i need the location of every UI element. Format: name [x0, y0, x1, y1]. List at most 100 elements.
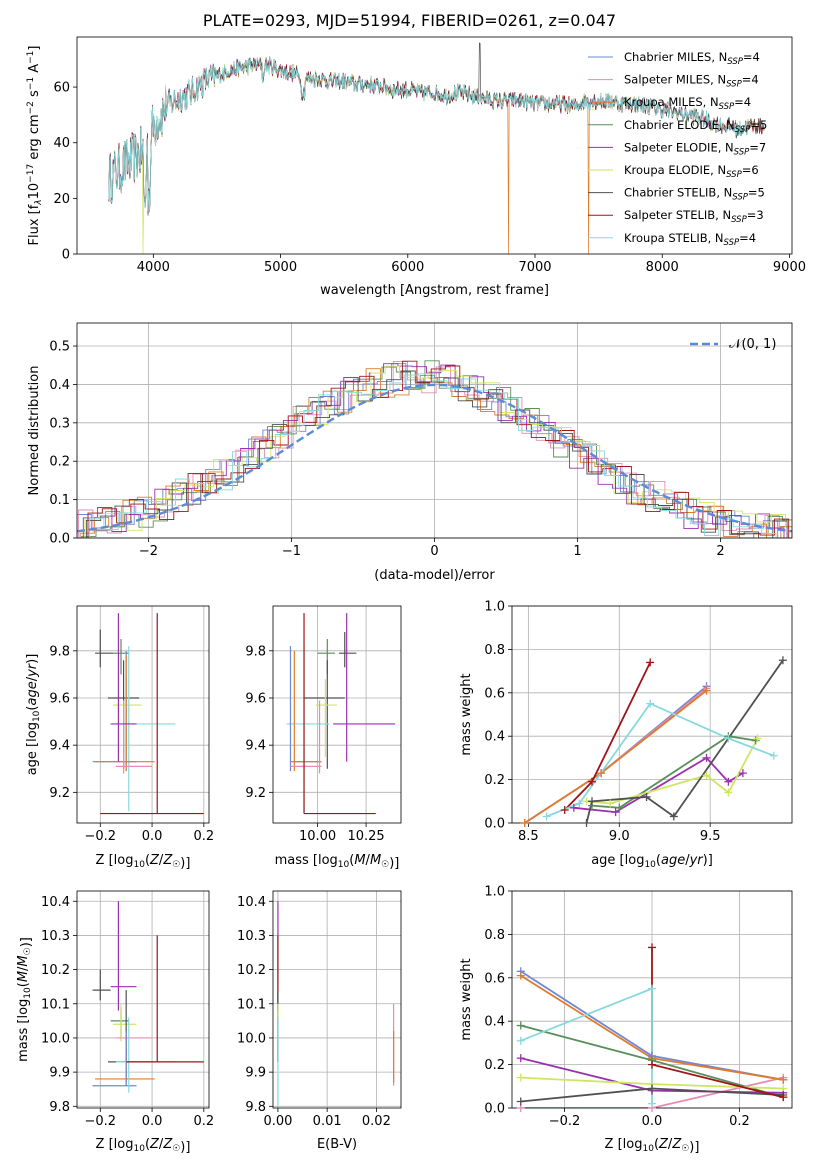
axes-age_vs_Z: −0.2 0.0 0.2 9.2 9.4 9.6 9.8 Z [log10(Z/Z☉)] age… [25, 605, 214, 871]
y-tick-label: 0.0 [49, 532, 70, 547]
plot-area-age_vs_Z [92, 613, 204, 815]
marker-sa_elodie [516, 1054, 525, 1063]
y-tick-label: 9.8 [245, 1100, 266, 1115]
y-tick-label: 10.4 [41, 895, 70, 910]
y-tick-label: 1.0 [484, 600, 505, 615]
y-tick-label: 9.6 [245, 691, 266, 706]
plot-area-spectrum [108, 42, 765, 254]
x-tick-label: 0.2 [193, 829, 214, 844]
y-axis-label: age [log10(age/yr)] [25, 654, 42, 776]
y-tick-label: 9.8 [49, 644, 70, 659]
marker-ch_stelib [588, 797, 596, 806]
y-tick-label: 10.1 [41, 997, 70, 1012]
axes-spectrum: 4000 5000 6000 7000 8000 9000 0 20 40 60 wavelengt… [26, 36, 806, 298]
y-tick-label: 60 [53, 81, 70, 96]
x-tick-label: 5000 [264, 260, 297, 275]
normal-curve [77, 383, 792, 533]
grid-mass_vs_EBV [273, 891, 401, 1108]
y-tick-label: 0.5 [49, 340, 70, 355]
x-tick-label: 9.5 [700, 829, 721, 844]
y-tick-label: 9.8 [245, 644, 266, 659]
marker-kr_stelib [724, 734, 733, 743]
marker-kr_miles [779, 1075, 788, 1084]
plot-area-residuals [77, 360, 792, 538]
legend-entry: Salpeter ELODIE, NSSP=7 [624, 140, 766, 157]
legend: Chabrier MILES, NSSP=4 Salpeter MILES, NS… [588, 50, 767, 248]
grid-mass_vs_Z [77, 891, 209, 1108]
marker-sa_stelib [560, 805, 569, 814]
legend-entry: 𝒩(0, 1) [729, 337, 776, 352]
series-line-kr_elodie [586, 737, 759, 805]
spectrum-line-kr_stelib [108, 56, 751, 213]
y-tick-label: 9.9 [49, 1066, 70, 1081]
series-line-sa_stelib [651, 947, 784, 1099]
y-tick-label: 10.3 [237, 929, 266, 944]
x-tick-label: 0.00 [263, 1114, 292, 1129]
marker-ch_stelib [669, 812, 678, 821]
y-axis-label: Flux [fλ10−17 erg cm−2 s−1 A−1] [26, 46, 44, 246]
y-tick-label: 9.6 [49, 691, 70, 706]
x-axis-label: Z [log10(Z/Z☉)] [96, 853, 191, 871]
y-tick-label: 0.0 [484, 1102, 505, 1117]
y-tick-label: 10.1 [237, 997, 266, 1012]
marker-sa_stelib [646, 658, 655, 667]
y-tick-label: 10.0 [237, 1031, 266, 1046]
marker-kr_stelib [769, 751, 778, 760]
axes-mass_vs_EBV: 0.00 0.01 0.02 9.8 9.9 10.0 10.1 10.2 10.3 10.4 E(… [237, 890, 402, 1152]
x-tick-label: 0.0 [642, 1114, 663, 1129]
x-tick-label: 0.0 [142, 829, 163, 844]
marker-kr_stelib [542, 812, 551, 821]
marker-sa_elodie [702, 753, 711, 762]
plot-area-age_vs_mass [286, 613, 396, 815]
x-axis-label: E(B-V) [317, 1137, 357, 1152]
x-tick-label: 0.2 [193, 1114, 214, 1129]
marker-kr_stelib [646, 699, 655, 708]
x-tick-label: 1 [573, 544, 581, 559]
legend-entry: Kroupa STELIB, NSSP=4 [624, 231, 756, 248]
marker-kr_elodie [724, 788, 733, 797]
y-tick-label: 10.2 [41, 963, 70, 978]
x-tick-label: 10.00 [299, 829, 336, 844]
y-tick-label: 9.8 [49, 1100, 70, 1115]
marker-sa_stelib [588, 777, 596, 786]
marker-sa_stelib [779, 1093, 788, 1102]
x-tick-label: −0.2 [85, 1114, 117, 1129]
axes-frame [272, 890, 402, 1109]
x-tick-label: −0.2 [549, 1114, 581, 1129]
y-tick-label: 10.2 [237, 963, 266, 978]
legend-entry: Salpeter MILES, NSSP=4 [624, 73, 759, 90]
axes-frame [76, 890, 210, 1109]
series-line-ch_stelib [585, 659, 784, 823]
x-tick-label: 7000 [518, 260, 551, 275]
marker-ch_stelib [778, 656, 787, 665]
x-tick-label: −1 [282, 544, 301, 559]
y-tick-label: 9.4 [245, 739, 266, 754]
legend-entry: Chabrier ELODIE, NSSP=5 [624, 118, 767, 135]
x-tick-label: 2 [716, 544, 724, 559]
marker-ch_elodie [615, 803, 624, 812]
x-tick-label: 4000 [137, 260, 170, 275]
y-tick-label: 40 [53, 136, 70, 151]
page-title: PLATE=0293, MJD=51994, FIBERID=0261, z=0… [202, 11, 617, 30]
y-axis-label: mass weight [459, 958, 474, 1040]
y-tick-label: 10.3 [41, 929, 70, 944]
legend-entry: Kroupa MILES, NSSP=4 [624, 95, 751, 112]
x-axis-label: Z [log10(Z/Z☉)] [605, 1137, 700, 1155]
axes-frame [76, 605, 210, 824]
y-tick-label: 9.9 [245, 1066, 266, 1081]
x-tick-label: 0.2 [729, 1114, 750, 1129]
y-tick-label: 10.4 [237, 895, 266, 910]
y-axis-label: Normed distribution [27, 366, 42, 496]
grid-age_vs_mass [273, 606, 401, 823]
y-axis-label: mass [log10(M/M☉)] [16, 937, 34, 1062]
marker-kr_miles [702, 686, 711, 695]
marker-kr_elodie [516, 1073, 525, 1082]
x-axis-label: age [log10(age/yr)] [591, 853, 713, 870]
axes-residuals: −2 −1 0 1 2 0.0 0.1 0.2 0.3 0.4 0.5 (data-model)/er… [27, 322, 793, 583]
marker-kr_miles [520, 819, 529, 827]
y-tick-label: 0.1 [49, 493, 70, 508]
y-tick-label: 1.0 [484, 885, 505, 900]
y-tick-label: 10.0 [41, 1031, 70, 1046]
marker-ch_stelib [516, 1097, 525, 1106]
